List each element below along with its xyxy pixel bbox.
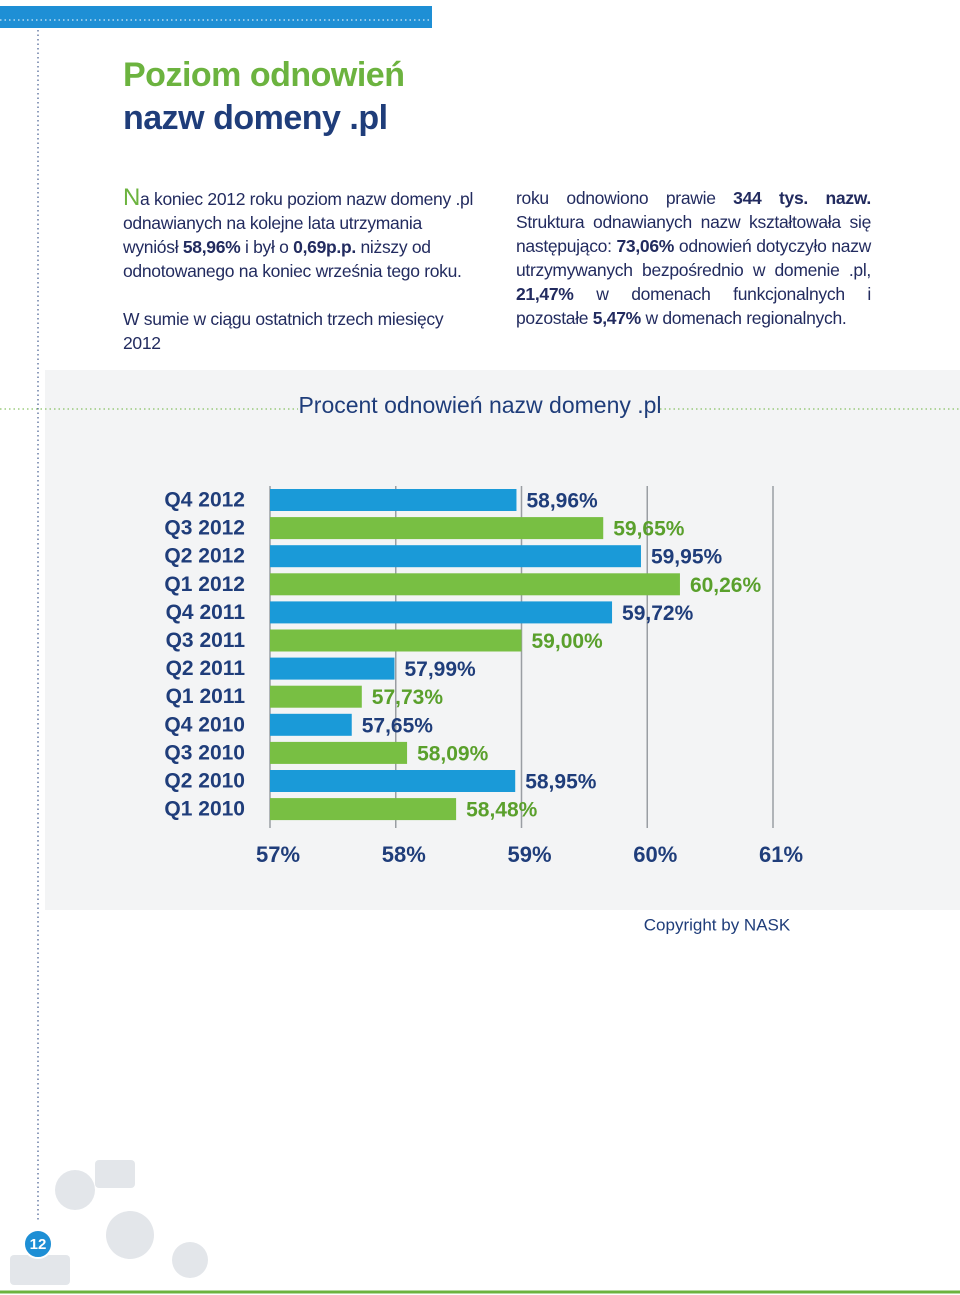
text: i był o [240, 237, 294, 257]
text: w domenach funkcjonalnych i pozostałe [516, 284, 871, 328]
y-tick-label: Q3 2010 [164, 741, 245, 764]
bar [270, 517, 604, 540]
y-tick-label: Q3 2011 [166, 629, 246, 652]
bar [270, 601, 613, 624]
value-label: 58,95% [525, 771, 597, 794]
text: Struktura odnawianych nazw kształtowała … [516, 212, 871, 256]
bar [270, 770, 516, 792]
bold-text: 0,69p.p. [293, 237, 356, 257]
icon [106, 1211, 154, 1259]
bold-text: 5,47% [592, 308, 641, 328]
bar [270, 545, 641, 568]
chart-title: Procent odnowień nazw domeny .pl [298, 392, 661, 418]
initial-letter: N [123, 184, 141, 211]
value-label: 58,09% [417, 742, 489, 765]
bar [270, 685, 362, 708]
value-label: 57,65% [362, 714, 434, 737]
value-label: 60,26% [690, 574, 762, 597]
icon [55, 1170, 95, 1210]
icon [10, 1255, 70, 1285]
bold-text: 73,06% [616, 236, 675, 256]
decoration [10, 1160, 208, 1285]
x-tick-label: 60% [633, 842, 677, 867]
bar [270, 713, 352, 736]
icon [172, 1242, 208, 1278]
y-tick-label: Q1 2010 [164, 798, 245, 821]
text: roku odnowiono prawie [516, 188, 734, 208]
text: w domenach regionalnych. [640, 308, 847, 328]
x-tick-label: 58% [382, 842, 426, 867]
value-label: 59,65% [613, 518, 685, 541]
text-column: Na koniec 2012 roku poziom nazw domeny .… [123, 186, 478, 379]
bar [270, 798, 457, 821]
y-tick-label: Q4 2012 [164, 489, 245, 512]
top-band [0, 6, 432, 28]
title-line: Poziom odnowień [123, 56, 405, 94]
bar [270, 489, 517, 511]
y-tick-label: Q2 2012 [164, 545, 245, 568]
y-tick-label: Q1 2011 [166, 685, 246, 708]
bar [270, 629, 522, 652]
text: a koniec 2012 roku poziom nazw domeny .p… [123, 189, 474, 257]
text: niższy od odnotowanego na koniec wrześni… [123, 237, 462, 281]
bold-text: 21,47% [516, 284, 574, 304]
value-label: 59,00% [532, 630, 604, 653]
bold-text: 58,96% [182, 237, 241, 257]
y-tick-label: Q4 2010 [164, 713, 245, 736]
value-label: 57,99% [404, 658, 476, 681]
value-label: 58,48% [466, 799, 538, 822]
x-tick-label: 59% [507, 842, 551, 867]
text: W sumie w ciągu ostatnich trzech miesięc… [123, 309, 444, 353]
value-label: 58,96% [526, 490, 598, 513]
paragraph: W sumie w ciągu ostatnich trzech miesięc… [123, 307, 478, 355]
page-number: 12 [30, 1236, 47, 1253]
value-label: 57,73% [372, 686, 444, 709]
bar [270, 573, 680, 596]
y-tick-label: Q2 2011 [166, 657, 246, 680]
bar [270, 657, 395, 680]
y-tick-label: Q1 2012 [164, 573, 245, 596]
copyright: Copyright by NASK [644, 915, 791, 934]
text: odnowień dotyczyło nazw utrzymywanych be… [516, 236, 871, 280]
title-line: nazw domeny .pl [123, 99, 388, 137]
paragraph: Na koniec 2012 roku poziom nazw domeny .… [123, 186, 478, 283]
value-label: 59,72% [622, 602, 694, 625]
bold-text: 344 tys. nazw. [733, 188, 871, 208]
bar [270, 741, 408, 764]
y-tick-label: Q4 2011 [166, 601, 246, 624]
icon [95, 1160, 135, 1188]
x-tick-label: 61% [759, 842, 803, 867]
value-label: 59,95% [651, 546, 723, 569]
y-tick-label: Q2 2010 [164, 770, 245, 793]
paragraph: roku odnowiono prawie 344 tys. nazw. Str… [516, 186, 871, 330]
x-tick-label: 57% [256, 842, 300, 867]
y-tick-label: Q3 2012 [164, 517, 245, 540]
text-column: roku odnowiono prawie 344 tys. nazw. Str… [516, 186, 871, 354]
page-number-badge [23, 1229, 53, 1259]
